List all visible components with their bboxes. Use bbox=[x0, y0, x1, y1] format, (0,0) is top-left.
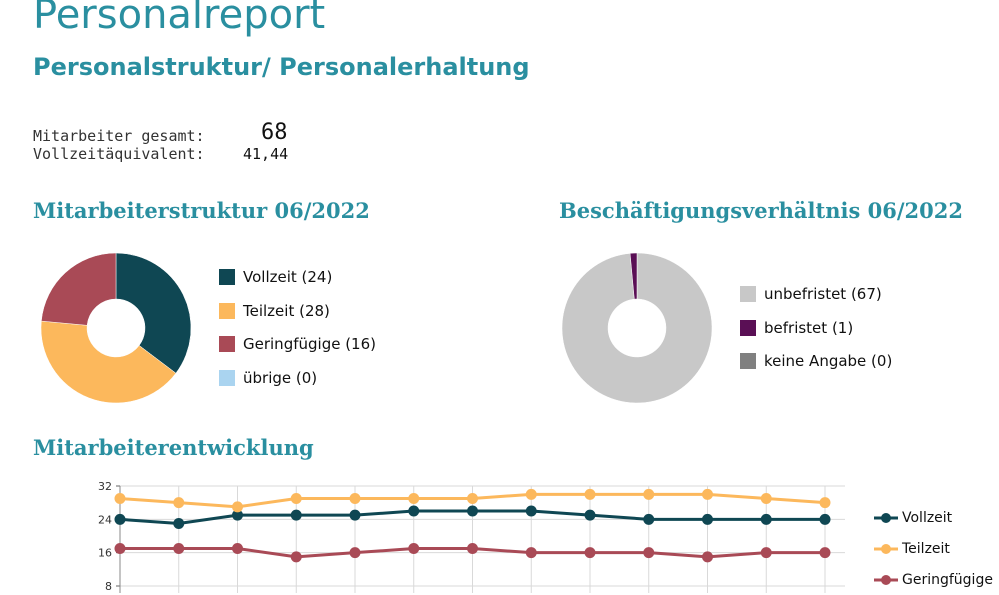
data-point-teilzeit bbox=[702, 488, 713, 500]
data-point-teilzeit bbox=[760, 493, 772, 504]
employees-value: 68 bbox=[261, 120, 288, 145]
data-point-geringfuegige bbox=[525, 547, 537, 559]
data-point-geringfuegige bbox=[760, 547, 772, 559]
development-chart-title: Mitarbeiterentwicklung bbox=[33, 435, 314, 460]
employment-chart-title: Beschäftigungsverhältnis 06/2022 bbox=[559, 198, 963, 223]
data-point-geringfuegige bbox=[408, 543, 420, 554]
development-legend-item-vollzeit: Vollzeit bbox=[874, 502, 993, 533]
y-tick-label: 24 bbox=[98, 513, 112, 526]
data-point-geringfuegige bbox=[702, 551, 713, 563]
structure-legend-swatch bbox=[219, 369, 235, 386]
structure-legend-label: Geringfügige (16) bbox=[243, 335, 377, 354]
employment-legend-swatch bbox=[740, 353, 756, 370]
data-point-vollzeit bbox=[467, 505, 478, 517]
data-point-teilzeit bbox=[819, 497, 831, 509]
structure-donut-chart bbox=[40, 252, 192, 404]
data-point-teilzeit bbox=[643, 488, 655, 500]
y-tick-label: 32 bbox=[98, 480, 112, 493]
employment-slice-unbefristet bbox=[561, 252, 713, 404]
structure-legend-label: übrige (0) bbox=[243, 368, 318, 387]
fte-label: Vollzeitäquivalent: bbox=[33, 145, 205, 163]
page-subtitle: Personalstruktur/ Personalerhaltung bbox=[33, 53, 530, 81]
data-point-teilzeit bbox=[290, 493, 302, 504]
employment-legend: unbefristet (67) befristet (1) keine Angab… bbox=[740, 277, 892, 378]
development-legend-label: Geringfügige bbox=[902, 571, 993, 588]
structure-legend-item-geringfuegige: Geringfügige (16) bbox=[219, 327, 376, 361]
data-point-teilzeit bbox=[584, 488, 596, 500]
employment-donut-chart bbox=[561, 252, 713, 404]
development-legend-item-teilzeit: Teilzeit bbox=[874, 533, 993, 564]
structure-slice-teilzeit bbox=[40, 320, 177, 404]
employment-legend-label: keine Angabe (0) bbox=[764, 352, 893, 371]
development-legend: Vollzeit Teilzeit Geringfügige bbox=[874, 502, 993, 595]
page-title: Personalreport bbox=[33, 0, 326, 38]
structure-legend-label: Teilzeit (28) bbox=[243, 301, 330, 320]
development-legend-item-geringfuegige: Geringfügige bbox=[874, 564, 993, 595]
data-point-vollzeit bbox=[584, 509, 596, 521]
structure-slice-vollzeit bbox=[115, 252, 192, 374]
development-legend-label: Teilzeit bbox=[902, 540, 950, 557]
employment-slice-befristet bbox=[629, 252, 638, 300]
structure-legend-swatch bbox=[219, 302, 235, 319]
data-point-teilzeit bbox=[173, 497, 185, 509]
data-point-geringfuegige bbox=[584, 547, 596, 559]
data-point-teilzeit bbox=[408, 493, 420, 504]
data-point-geringfuegige bbox=[643, 547, 655, 559]
employment-legend-item-keine-angabe: keine Angabe (0) bbox=[740, 344, 892, 378]
data-point-geringfuegige bbox=[114, 543, 126, 554]
structure-legend-swatch bbox=[219, 336, 235, 353]
legend-marker-icon bbox=[874, 574, 898, 585]
employment-legend-item-unbefristet: unbefristet (67) bbox=[740, 277, 892, 311]
employees-label: Mitarbeiter gesamt: bbox=[33, 127, 205, 145]
data-point-teilzeit bbox=[114, 493, 126, 504]
data-point-vollzeit bbox=[114, 513, 126, 525]
data-point-geringfuegige bbox=[173, 543, 185, 554]
data-point-vollzeit bbox=[643, 513, 655, 525]
structure-legend: Vollzeit (24) Teilzeit (28) Geringfügige (… bbox=[219, 260, 376, 395]
employment-legend-item-befristet: befristet (1) bbox=[740, 311, 892, 345]
data-point-geringfuegige bbox=[819, 547, 831, 559]
structure-legend-item-uebrige: übrige (0) bbox=[219, 361, 376, 395]
legend-marker-icon bbox=[874, 512, 898, 523]
structure-chart-title: Mitarbeiterstruktur 06/2022 bbox=[33, 198, 370, 223]
development-legend-label: Vollzeit bbox=[902, 509, 953, 526]
y-tick-label: 16 bbox=[98, 547, 112, 560]
data-point-teilzeit bbox=[525, 488, 537, 500]
legend-marker-icon bbox=[874, 543, 898, 554]
structure-slice-geringfuegige bbox=[41, 252, 117, 326]
data-point-vollzeit bbox=[702, 513, 713, 525]
structure-legend-item-teilzeit: Teilzeit (28) bbox=[219, 294, 376, 328]
data-point-vollzeit bbox=[408, 505, 420, 517]
data-point-teilzeit bbox=[467, 493, 478, 504]
data-point-geringfuegige bbox=[467, 543, 478, 554]
fte-value: 41,44 bbox=[243, 145, 289, 163]
data-point-vollzeit bbox=[349, 509, 361, 521]
data-point-teilzeit bbox=[232, 501, 243, 513]
employment-legend-label: unbefristet (67) bbox=[764, 284, 882, 303]
employment-legend-swatch bbox=[740, 285, 756, 302]
data-point-teilzeit bbox=[349, 493, 361, 504]
data-point-vollzeit bbox=[173, 518, 185, 529]
data-point-vollzeit bbox=[232, 509, 243, 521]
structure-legend-swatch bbox=[219, 268, 235, 285]
data-point-vollzeit bbox=[760, 513, 772, 525]
employment-legend-label: befristet (1) bbox=[764, 318, 854, 337]
structure-legend-item-vollzeit: Vollzeit (24) bbox=[219, 260, 376, 294]
employment-legend-swatch bbox=[740, 319, 756, 336]
data-point-geringfuegige bbox=[349, 547, 361, 559]
structure-legend-label: Vollzeit (24) bbox=[243, 267, 333, 286]
data-point-vollzeit bbox=[819, 513, 831, 525]
data-point-geringfuegige bbox=[290, 551, 302, 563]
y-tick-label: 8 bbox=[105, 580, 112, 593]
data-point-vollzeit bbox=[525, 505, 537, 517]
data-point-geringfuegige bbox=[232, 543, 243, 554]
data-point-vollzeit bbox=[290, 509, 302, 521]
development-line-chart: 32 24 16 8 bbox=[98, 480, 845, 593]
